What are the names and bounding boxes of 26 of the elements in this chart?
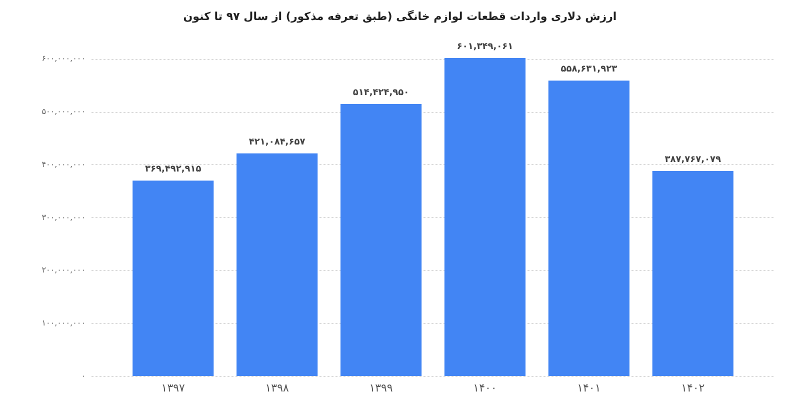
y-tick-label: ۶۰۰,۰۰۰,۰۰۰	[42, 54, 86, 64]
x-tick-label: ۱۴۰۰	[473, 382, 497, 394]
y-tick-label: ۰	[81, 372, 86, 380]
x-tick-label: ۱۳۹۸	[265, 382, 289, 394]
data-label: ۳۶۹,۴۹۲,۹۱۵	[144, 164, 202, 175]
data-label: ۳۸۷,۷۶۷,۰۷۹	[664, 154, 722, 165]
bar	[548, 80, 630, 376]
bar	[340, 104, 422, 376]
y-tick-label: ۱۰۰,۰۰۰,۰۰۰	[42, 318, 86, 328]
bar	[444, 58, 526, 376]
y-tick-label: ۲۰۰,۰۰۰,۰۰۰	[42, 266, 86, 275]
x-tick-label: ۱۴۰۲	[681, 382, 705, 394]
x-tick-label: ۱۴۰۱	[577, 382, 601, 394]
data-label: ۶۰۱,۳۴۹,۰۶۱	[456, 42, 514, 52]
y-tick-label: ۵۰۰,۰۰۰,۰۰۰	[42, 107, 86, 116]
bar	[236, 153, 318, 376]
y-tick-label: ۳۰۰,۰۰۰,۰۰۰	[42, 212, 86, 222]
bar	[132, 180, 214, 376]
data-label: ۵۱۴,۴۲۴,۹۵۰	[352, 88, 410, 98]
y-tick-label: ۴۰۰,۰۰۰,۰۰۰	[42, 160, 86, 169]
data-label: ۴۲۱,۰۸۴,۶۵۷	[248, 137, 306, 148]
data-label: ۵۵۸,۶۳۱,۹۲۳	[560, 64, 618, 75]
chart-title: ارزش دلاری واردات قطعات لوازم خانگی (طبق تعرفه مذکور) از سال ۹۷ تا کنون	[183, 10, 617, 23]
bar	[652, 170, 734, 376]
x-tick-label: ۱۳۹۹	[369, 382, 393, 394]
x-tick-label: ۱۳۹۷	[161, 382, 186, 394]
